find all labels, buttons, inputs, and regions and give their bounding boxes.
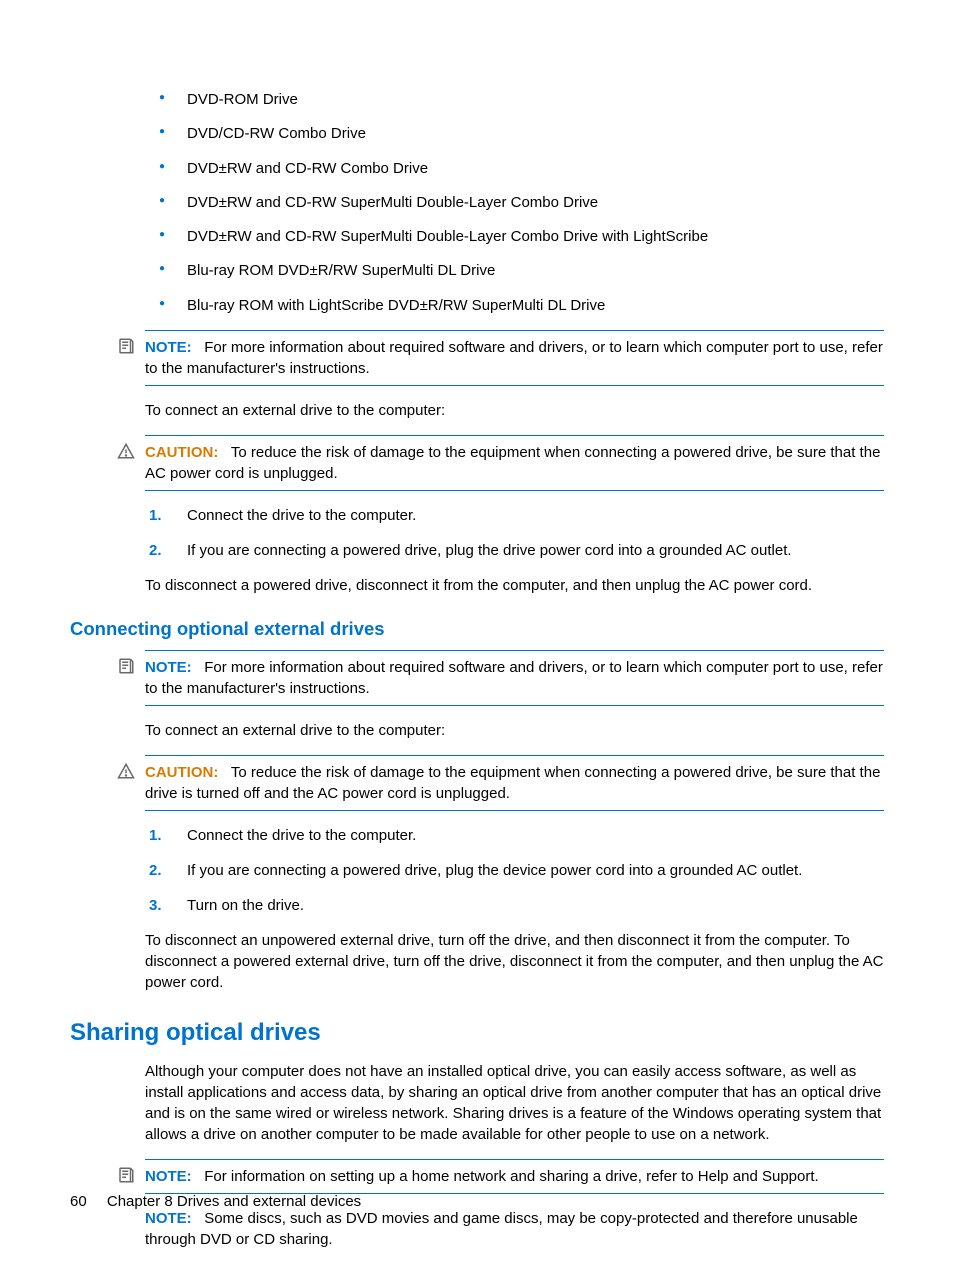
steps-list-2: 1. Connect the drive to the computer. 2. I…: [145, 825, 884, 916]
inline-note: NOTE: Some discs, such as DVD movies and…: [145, 1208, 884, 1250]
note-callout: NOTE: For information on setting up a ho…: [145, 1159, 884, 1194]
note-label: NOTE:: [145, 659, 192, 676]
connect-intro: To connect an external drive to the comp…: [145, 720, 884, 741]
list-item: Blu-ray ROM DVD±R/RW SuperMulti DL Drive: [145, 261, 884, 281]
drive-list: DVD-ROM Drive DVD/CD-RW Combo Drive DVD±…: [145, 90, 884, 316]
step-number: 2.: [149, 860, 162, 881]
caution-icon: [117, 762, 135, 780]
disconnect-para: To disconnect a powered drive, disconnec…: [145, 575, 884, 596]
caution-callout: CAUTION: To reduce the risk of damage to…: [145, 435, 884, 491]
note-callout: NOTE: For more information about require…: [145, 330, 884, 386]
chapter-label: Chapter 8 Drives and external devices: [107, 1193, 361, 1210]
step-text: If you are connecting a powered drive, p…: [187, 862, 802, 879]
caution-text: To reduce the risk of damage to the equi…: [145, 444, 880, 482]
step-text: Turn on the drive.: [187, 897, 304, 914]
note-text: For information on setting up a home net…: [204, 1168, 819, 1185]
list-item: DVD±RW and CD-RW SuperMulti Double-Layer…: [145, 193, 884, 213]
step-text: If you are connecting a powered drive, p…: [187, 542, 792, 559]
step-item: 1. Connect the drive to the computer.: [145, 505, 884, 526]
note-icon: [117, 1166, 135, 1184]
note-callout: NOTE: For more information about require…: [145, 650, 884, 706]
caution-label: CAUTION:: [145, 764, 218, 781]
caution-text: To reduce the risk of damage to the equi…: [145, 764, 880, 802]
note-text: For more information about required soft…: [145, 659, 883, 697]
content-block-1: DVD-ROM Drive DVD/CD-RW Combo Drive DVD±…: [145, 90, 884, 596]
connect-intro: To connect an external drive to the comp…: [145, 400, 884, 421]
step-text: Connect the drive to the computer.: [187, 507, 416, 524]
step-item: 1. Connect the drive to the computer.: [145, 825, 884, 846]
disconnect-para: To disconnect an unpowered external driv…: [145, 930, 884, 993]
step-number: 1.: [149, 505, 162, 526]
caution-icon: [117, 442, 135, 460]
note-label: NOTE:: [145, 339, 192, 356]
note-icon: [117, 337, 135, 355]
list-item: DVD/CD-RW Combo Drive: [145, 124, 884, 144]
list-item: DVD±RW and CD-RW Combo Drive: [145, 159, 884, 179]
caution-label: CAUTION:: [145, 444, 218, 461]
content-block-2: NOTE: For more information about require…: [145, 650, 884, 993]
note-text: Some discs, such as DVD movies and game …: [145, 1210, 858, 1248]
step-item: 3. Turn on the drive.: [145, 895, 884, 916]
heading-connecting-external: Connecting optional external drives: [70, 618, 884, 640]
sharing-description: Although your computer does not have an …: [145, 1061, 884, 1145]
list-item: Blu-ray ROM with LightScribe DVD±R/RW Su…: [145, 296, 884, 316]
list-item: DVD-ROM Drive: [145, 90, 884, 110]
steps-list-1: 1. Connect the drive to the computer. 2. I…: [145, 505, 884, 561]
heading-sharing-optical: Sharing optical drives: [70, 1019, 884, 1047]
note-icon: [117, 657, 135, 675]
note-label: NOTE:: [145, 1210, 192, 1227]
note-label: NOTE:: [145, 1168, 192, 1185]
page-number: 60: [70, 1193, 87, 1210]
step-item: 2. If you are connecting a powered drive,…: [145, 540, 884, 561]
step-number: 2.: [149, 540, 162, 561]
page-container: DVD-ROM Drive DVD/CD-RW Combo Drive DVD±…: [0, 0, 954, 1270]
page-footer: 60 Chapter 8 Drives and external devices: [70, 1193, 361, 1210]
list-item: DVD±RW and CD-RW SuperMulti Double-Layer…: [145, 227, 884, 247]
step-text: Connect the drive to the computer.: [187, 827, 416, 844]
note-text: For more information about required soft…: [145, 339, 883, 377]
step-item: 2. If you are connecting a powered drive,…: [145, 860, 884, 881]
content-block-3: Although your computer does not have an …: [145, 1061, 884, 1250]
step-number: 1.: [149, 825, 162, 846]
caution-callout: CAUTION: To reduce the risk of damage to…: [145, 755, 884, 811]
step-number: 3.: [149, 895, 162, 916]
